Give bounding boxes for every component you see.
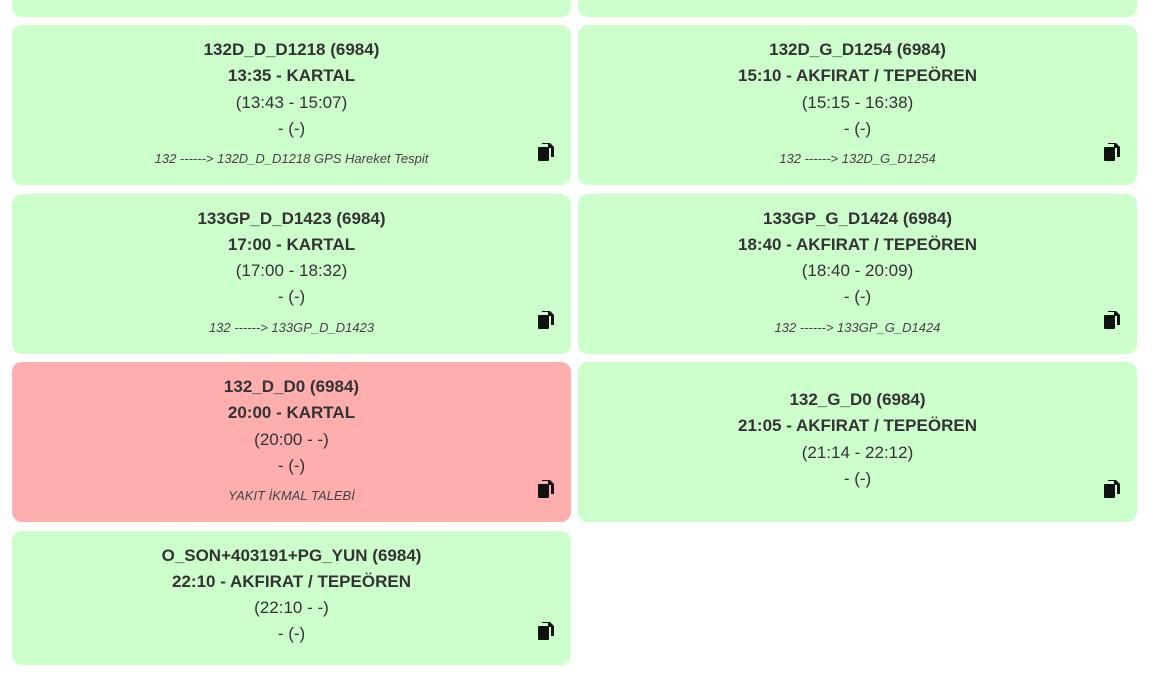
- card-partial-right: [578, 0, 1137, 17]
- copy-icon[interactable]: [538, 622, 554, 640]
- trip-time-destination: 18:40 - AKFIRAT / TEPEÖREN: [738, 235, 977, 254]
- trip-time-destination: 21:05 - AKFIRAT / TEPEÖREN: [738, 416, 977, 435]
- trip-title: 133GP_G_D1424 (6984): [762, 209, 953, 228]
- copy-icon[interactable]: [1104, 143, 1120, 161]
- trip-title: 133GP_D_D1423 (6984): [197, 209, 386, 228]
- trip-card: 133GP_G_D1424 (6984) 18:40 - AKFIRAT / T…: [578, 194, 1137, 354]
- trip-time-destination: 20:00 - KARTAL: [227, 403, 356, 422]
- trip-time-range: (15:15 - 16:38): [801, 93, 914, 112]
- trip-time-range: (20:00 - -): [254, 430, 329, 449]
- trip-note: 132 ------> 132D_G_D1254: [779, 151, 936, 166]
- trip-title: 132D_D_D1218 (6984): [203, 40, 380, 59]
- copy-icon[interactable]: [1104, 311, 1120, 329]
- trip-note: 132 ------> 133GP_D_D1423: [208, 320, 375, 335]
- trip-time-range: (21:14 - 22:12): [801, 443, 914, 462]
- trip-title: O_SON+403191+PG_YUN (6984): [161, 546, 422, 565]
- card-partial-left: [12, 0, 571, 17]
- trip-time-range: (13:43 - 15:07): [235, 93, 348, 112]
- trip-extra: - (-): [843, 469, 872, 488]
- trip-time-range: (17:00 - 18:32): [235, 261, 348, 280]
- trip-time-destination: 22:10 - AKFIRAT / TEPEÖREN: [172, 572, 411, 591]
- trip-extra: - (-): [843, 287, 872, 306]
- trip-card: 133GP_D_D1423 (6984) 17:00 - KARTAL (17:…: [12, 194, 571, 354]
- trip-time-range: (22:10 - -): [254, 598, 329, 617]
- trip-title: 132D_G_D1254 (6984): [769, 40, 946, 59]
- trip-extra: - (-): [843, 119, 872, 138]
- trip-extra: - (-): [277, 456, 306, 475]
- trip-extra: - (-): [277, 287, 306, 306]
- trip-card: 132_G_D0 (6984) 21:05 - AKFIRAT / TEPEÖR…: [578, 362, 1137, 522]
- trip-card: 132_D_D0 (6984) 20:00 - KARTAL (20:00 - …: [12, 362, 571, 522]
- trip-card: 132D_G_D1254 (6984) 15:10 - AKFIRAT / TE…: [578, 25, 1137, 185]
- trip-card: O_SON+403191+PG_YUN (6984) 22:10 - AKFIR…: [12, 531, 571, 665]
- trip-extra: - (-): [277, 119, 306, 138]
- trip-time-destination: 15:10 - AKFIRAT / TEPEÖREN: [738, 66, 977, 85]
- trip-note: 132 ------> 132D_D_D1218 GPS Hareket Tes…: [154, 151, 429, 166]
- copy-icon[interactable]: [538, 143, 554, 161]
- trip-title: 132_G_D0 (6984): [789, 390, 926, 409]
- trip-note: YAKIT İKMAL TALEBİ: [228, 488, 355, 503]
- copy-icon[interactable]: [1104, 480, 1120, 498]
- trip-card: 132D_D_D1218 (6984) 13:35 - KARTAL (13:4…: [12, 25, 571, 185]
- trip-time-destination: 13:35 - KARTAL: [227, 66, 356, 85]
- trip-time-destination: 17:00 - KARTAL: [227, 235, 356, 254]
- trip-title: 132_D_D0 (6984): [223, 377, 360, 396]
- copy-icon[interactable]: [538, 311, 554, 329]
- copy-icon[interactable]: [538, 480, 554, 498]
- trip-extra: - (-): [277, 624, 306, 643]
- trip-time-range: (18:40 - 20:09): [801, 261, 914, 280]
- trip-note: 132 ------> 133GP_G_D1424: [774, 320, 941, 335]
